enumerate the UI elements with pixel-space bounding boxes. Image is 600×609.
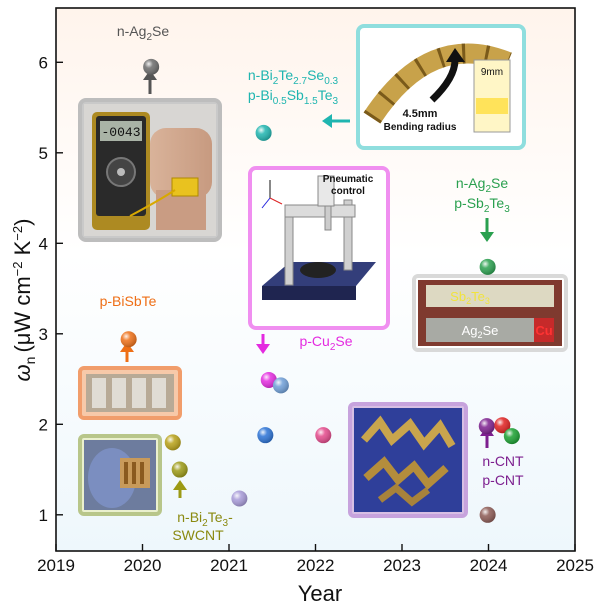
y-tick-label: 1 xyxy=(39,506,48,525)
data-points xyxy=(120,58,520,523)
data-point xyxy=(255,124,272,141)
y-tick-label: 4 xyxy=(39,234,48,253)
label-p-sb2te3: p-Sb2Te3 xyxy=(454,195,510,215)
y-axis-title: ωn(μW cm−2 K−2) xyxy=(10,219,38,382)
label-swcnt: SWCNT xyxy=(172,527,224,543)
arrow-cu2se xyxy=(256,334,270,354)
data-point xyxy=(120,331,137,348)
data-point xyxy=(479,258,496,275)
x-tick-label: 2019 xyxy=(37,556,75,575)
data-point-shade xyxy=(315,427,332,444)
wearable-inset: -0043 xyxy=(78,98,222,242)
film-cu-label: Cu xyxy=(535,323,552,338)
data-point-shade xyxy=(479,258,496,275)
bisbte-inset xyxy=(78,366,182,420)
bending-inset: 9mm 4.5mm Bending radius xyxy=(356,24,526,150)
film-inset: Sb2Te3 Ag2Se Cu xyxy=(412,274,568,352)
y-tick-label: 2 xyxy=(39,415,48,434)
data-point xyxy=(503,428,520,445)
bending-label-2: Bending radius xyxy=(384,122,457,133)
arrow-bite xyxy=(322,114,350,128)
x-tick-label: 2021 xyxy=(210,556,248,575)
x-tick-label: 2020 xyxy=(124,556,162,575)
x-axis-title: Year xyxy=(298,581,342,606)
data-point xyxy=(164,434,181,451)
data-point xyxy=(272,377,289,394)
label-n-ag2se-2: n-Ag2Se xyxy=(456,175,508,195)
label-p-cu2se: p-Cu2Se xyxy=(299,333,352,353)
label-n-cnt: n-CNT xyxy=(482,453,524,469)
pneumatic-label-1: Pneumatic xyxy=(323,174,374,185)
y-tick-label: 6 xyxy=(39,53,48,72)
data-point xyxy=(171,461,188,478)
data-point xyxy=(479,506,496,523)
cnt-inset xyxy=(348,402,468,518)
x-tick-label: 2024 xyxy=(470,556,508,575)
bending-ruler-label: 9mm xyxy=(481,67,503,78)
data-point-shade xyxy=(257,427,274,444)
data-point-shade xyxy=(479,506,496,523)
arrow-swcnt xyxy=(173,480,187,498)
x-tick-label: 2025 xyxy=(556,556,594,575)
data-point-shade xyxy=(171,461,188,478)
data-point xyxy=(260,371,277,388)
label-n-bi2te27se03: n-Bi2Te2.7Se0.3 xyxy=(248,67,339,87)
data-point-shade xyxy=(494,417,511,434)
axis-ticks: 2019 2020 2021 2022 2023 2024 2025 1 2 3 4 5 6 xyxy=(37,53,594,575)
data-point-shade xyxy=(120,331,137,348)
multimeter-readout: -0043 xyxy=(101,125,140,140)
swcnt-inset xyxy=(78,434,162,516)
data-point-shade xyxy=(478,418,495,435)
x-tick-label: 2022 xyxy=(297,556,335,575)
y-tick-label: 3 xyxy=(39,325,48,344)
pneumatic-label-2: control xyxy=(331,186,365,197)
data-point xyxy=(494,417,511,434)
data-point-shade xyxy=(143,58,160,75)
data-point xyxy=(143,58,160,75)
printer-inset: Pneumatic control xyxy=(248,166,390,330)
data-point-shade xyxy=(255,124,272,141)
data-point xyxy=(315,427,332,444)
label-p-bi05sb15te3: p-Bi0.5Sb1.5Te3 xyxy=(248,87,339,107)
label-n-bi2te3: n-Bi2Te3- xyxy=(177,509,233,529)
bending-label-1: 4.5mm xyxy=(403,108,438,120)
film-top-label: Sb2Te3 xyxy=(450,289,490,306)
data-point xyxy=(257,427,274,444)
data-point xyxy=(231,490,248,507)
x-tick-label: 2023 xyxy=(383,556,421,575)
arrow-ag2se xyxy=(143,70,157,94)
arrow-agsb xyxy=(480,218,494,242)
data-point-shade xyxy=(231,490,248,507)
data-point-shade xyxy=(260,371,277,388)
label-p-bisbte: p-BiSbTe xyxy=(100,293,157,309)
film-bottom-label: Ag2Se xyxy=(462,323,499,340)
data-point-shade xyxy=(272,377,289,394)
y-tick-label: 5 xyxy=(39,144,48,163)
label-p-cnt: p-CNT xyxy=(482,472,524,488)
label-n-ag2se: n-Ag2Se xyxy=(117,23,169,43)
data-point-shade xyxy=(503,428,520,445)
data-point-shade xyxy=(164,434,181,451)
data-point xyxy=(478,418,495,435)
